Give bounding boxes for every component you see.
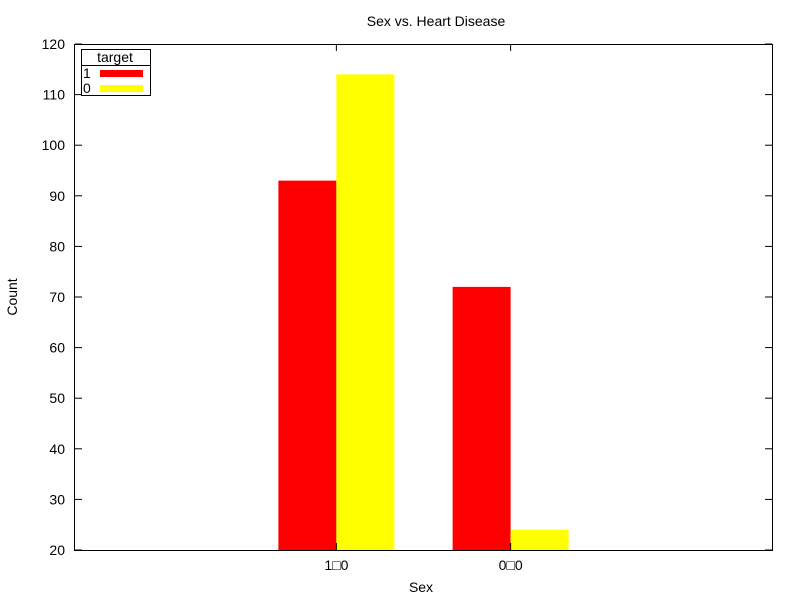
y-tick-label: 50 xyxy=(49,390,65,406)
x-axis-label: Sex xyxy=(409,579,433,595)
legend-swatch-series-1 xyxy=(100,70,143,77)
chart-title: Sex vs. Heart Disease xyxy=(367,13,506,29)
legend-label-series-2: 0 xyxy=(83,80,91,96)
ticks-layer: 20 30 40 50 60 70 80 90 100 110 120 1□0 0□0 xyxy=(42,36,772,573)
plot-area-border xyxy=(74,44,773,551)
y-tick-label: 90 xyxy=(49,188,65,204)
x-tick-label: 0□0 xyxy=(499,557,523,573)
legend-swatch-series-2 xyxy=(100,85,143,92)
bar-series-1-cat-2 xyxy=(452,286,511,550)
bar-series-1-cat-1 xyxy=(278,180,337,550)
y-tick-label: 110 xyxy=(43,87,66,103)
y-axis-label: Count xyxy=(4,278,20,315)
bar-series-2-cat-1 xyxy=(336,74,395,551)
y-tick-label: 60 xyxy=(49,340,65,356)
y-tick-label: 30 xyxy=(49,491,65,507)
legend-label-series-1: 1 xyxy=(83,65,91,81)
y-tick-label: 40 xyxy=(49,441,65,457)
legend-title: target xyxy=(97,49,133,65)
y-tick-label: 100 xyxy=(42,137,66,153)
bars-layer xyxy=(278,74,569,551)
y-tick-label: 20 xyxy=(49,542,65,558)
y-tick-label: 120 xyxy=(42,36,66,52)
y-tick-label: 70 xyxy=(49,289,65,305)
bar-series-2-cat-2 xyxy=(510,529,569,550)
legend: target 1 0 xyxy=(81,49,151,96)
x-tick-label: 1□0 xyxy=(324,557,348,573)
y-tick-label: 80 xyxy=(49,238,65,254)
